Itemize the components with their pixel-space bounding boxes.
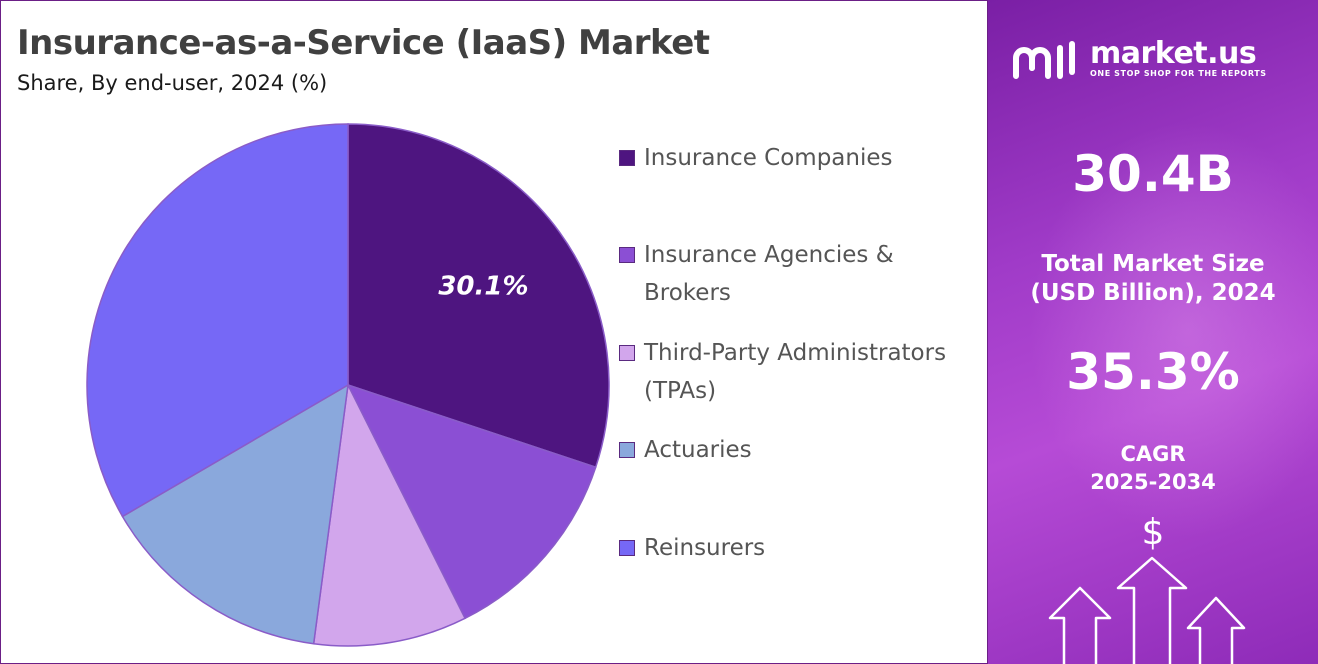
background-glow — [1028, 120, 1318, 540]
legend-swatch — [619, 150, 635, 166]
growth-arrows-icon — [1048, 556, 1246, 664]
chart-panel: Insurance-as-a-Service (IaaS) Market Sha… — [0, 0, 988, 664]
market-size-value: 30.4B — [1072, 145, 1234, 203]
data-label-insurance-companies: 30.1% — [438, 272, 528, 302]
brand-logo: market.us ONE STOP SHOP FOR THE REPORTS — [1010, 36, 1300, 86]
pie-slice-agencies-brokers — [346, 383, 597, 620]
pie-chart: 30.1% — [86, 123, 610, 647]
legend-label: Insurance Agencies & Brokers — [644, 242, 894, 306]
market-size-label: Total Market Size (USD Billion), 2024 — [1030, 251, 1276, 306]
legend-swatch — [619, 540, 635, 556]
pie-slice-actuaries — [121, 383, 349, 645]
legend-label: Reinsurers — [644, 535, 766, 561]
legend-swatch — [619, 442, 635, 458]
pie-slice-insurance-companies — [347, 123, 610, 469]
pie-slice-reinsurers — [86, 123, 349, 518]
chart-title: Insurance-as-a-Service (IaaS) Market — [17, 23, 710, 63]
legend-label: Insurance Companies — [644, 145, 893, 171]
summary-sidebar: market.us ONE STOP SHOP FOR THE REPORTS … — [988, 0, 1318, 664]
brand-name: market.us — [1090, 36, 1257, 71]
cagr-value: 35.3% — [1066, 343, 1240, 401]
brand-tagline: ONE STOP SHOP FOR THE REPORTS — [1090, 69, 1267, 78]
chart-subtitle: Share, By end-user, 2024 (%) — [17, 71, 328, 95]
legend-swatch — [619, 345, 635, 361]
legend-label: Third-Party Administrators (TPAs) — [644, 340, 947, 404]
market-us-logo-icon — [1013, 41, 1075, 79]
dollar-icon: $ — [1141, 512, 1165, 553]
legend-swatch — [619, 247, 635, 263]
cagr-label: CAGR 2025-2034 — [1090, 442, 1216, 494]
pie-slice-tpas — [312, 382, 467, 647]
legend-label: Actuaries — [644, 437, 752, 463]
